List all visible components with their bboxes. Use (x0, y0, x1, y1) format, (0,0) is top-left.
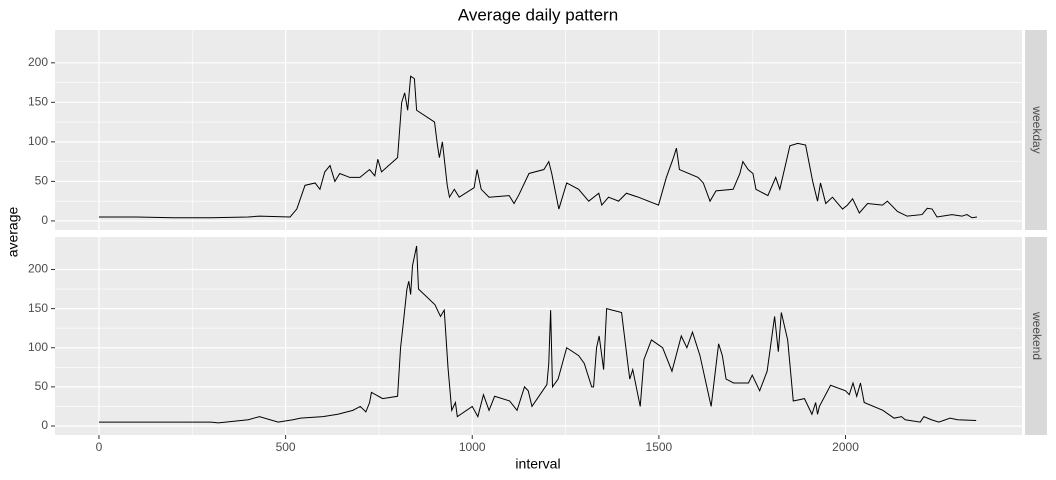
x-tick-label: 2000 (832, 440, 859, 454)
x-axis-label: interval (515, 456, 560, 472)
x-tick-label: 1500 (646, 440, 673, 454)
y-axis-label: average (5, 206, 21, 257)
y-tick-label: 100 (28, 134, 48, 148)
facet-strip (1025, 30, 1047, 230)
x-tick-label: 0 (96, 440, 103, 454)
y-tick-label: 50 (35, 174, 49, 188)
x-tick-label: 500 (276, 440, 296, 454)
chart-title: Average daily pattern (458, 5, 618, 24)
data-line (98, 75, 978, 219)
y-tick-label: 150 (28, 95, 48, 109)
y-tick-label: 200 (28, 55, 48, 69)
y-tick-label: 200 (28, 262, 48, 276)
y-tick-label: 50 (35, 379, 49, 393)
x-tick-label: 1000 (459, 440, 486, 454)
facet-label: weekday (1030, 105, 1044, 153)
y-tick-label: 150 (28, 301, 48, 315)
y-tick-label: 0 (41, 213, 48, 227)
y-tick-label: 0 (41, 418, 48, 432)
panel-background (55, 30, 1022, 230)
data-line (98, 245, 977, 424)
y-tick-label: 100 (28, 340, 48, 354)
facet-label: weekend (1030, 311, 1044, 360)
facet-strip (1025, 237, 1047, 435)
panel-background (55, 237, 1022, 435)
